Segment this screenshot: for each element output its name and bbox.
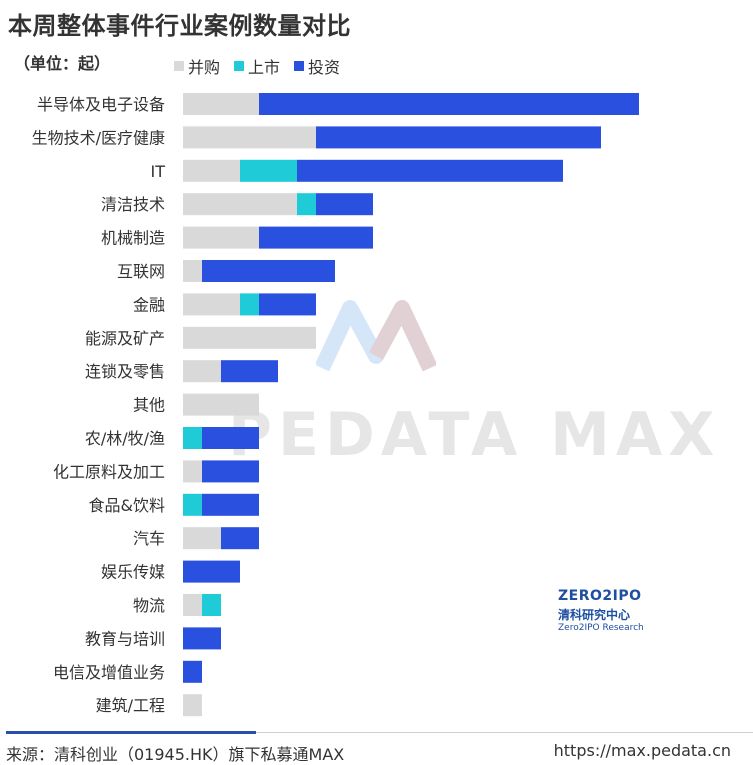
bar-segment-ipo <box>297 193 316 216</box>
bar-segment-investment <box>316 126 601 149</box>
bar-segment-ipo <box>240 159 297 182</box>
bar-segment-mna <box>183 193 297 216</box>
bar-segment-mna <box>183 126 316 149</box>
category-label: 半导体及电子设备 <box>37 95 165 114</box>
category-label: 机械制造 <box>101 229 165 248</box>
category-label: 能源及矿产 <box>85 329 165 348</box>
category-label: 农/林/牧/渔 <box>85 429 165 448</box>
legend-label-investment: 投资 <box>308 58 341 77</box>
bar-segment-mna <box>183 360 221 383</box>
legend: 并购 上市 投资 <box>174 54 340 78</box>
category-label: 物流 <box>133 596 165 615</box>
bar-segment-mna <box>183 393 259 416</box>
bar-segment-investment <box>221 527 259 550</box>
bar-segment-investment <box>221 360 278 383</box>
watermark-logo-icon <box>316 300 436 372</box>
legend-swatch-investment <box>294 61 305 71</box>
watermark-text: PEDATA MAX <box>228 400 721 470</box>
category-label: 化工原料及加工 <box>53 462 165 481</box>
brand-en-name: Zero2IPO Research <box>558 623 644 633</box>
category-label: 汽车 <box>133 529 165 548</box>
footer-divider <box>6 732 753 733</box>
bar-segment-investment <box>202 427 259 449</box>
bar-segment-investment <box>183 627 221 650</box>
category-label: 食品&饮料 <box>89 496 165 515</box>
bar-segment-investment <box>202 460 259 483</box>
source-note: 来源：清科创业（01945.HK）旗下私募通MAX <box>6 745 345 764</box>
bar-segment-mna <box>183 293 240 316</box>
bar-segment-ipo <box>202 594 221 616</box>
category-label: 其他 <box>133 396 165 415</box>
bar-segment-mna <box>183 694 202 717</box>
bar-segment-investment <box>183 660 202 683</box>
bar-segment-mna <box>183 326 316 349</box>
bar-segment-mna <box>183 93 259 115</box>
legend-label-ipo: 上市 <box>248 58 281 77</box>
bar-segment-ipo <box>240 293 259 316</box>
bar-segment-investment <box>297 159 563 182</box>
footer-accent-bar <box>6 731 256 734</box>
bar-segment-investment <box>259 226 373 249</box>
category-label: 金融 <box>133 295 165 314</box>
bar-segment-ipo <box>183 427 202 449</box>
bar-segment-mna <box>183 260 202 282</box>
category-label: 互联网 <box>117 262 165 281</box>
category-label: 建筑/工程 <box>96 696 165 715</box>
bar-segment-mna <box>183 226 259 249</box>
brand-logo: ZERO2IPO 清科研究中心 Zero2IPO Research <box>558 588 644 633</box>
chart-title: 本周整体事件行业案例数量对比 <box>8 12 351 40</box>
bar-segment-investment <box>259 93 639 115</box>
bar-segment-investment <box>259 293 316 316</box>
category-label: 清洁技术 <box>101 195 165 214</box>
bar-segment-investment <box>316 193 373 216</box>
unit-label: （单位：起） <box>14 54 111 73</box>
bar-segment-investment <box>202 493 259 516</box>
brand-cn-name: 清科研究中心 <box>558 608 631 622</box>
category-label: 教育与培训 <box>85 629 165 648</box>
legend-item-ipo: 上市 <box>234 54 280 78</box>
bar-segment-investment <box>183 560 240 583</box>
legend-item-mna: 并购 <box>174 54 220 78</box>
category-label: 连锁及零售 <box>85 362 165 381</box>
source-url[interactable]: https://max.pedata.cn <box>553 741 731 760</box>
legend-label-mna: 并购 <box>188 58 221 77</box>
category-label: 娱乐传媒 <box>101 563 165 582</box>
category-label: IT <box>151 162 166 181</box>
legend-item-investment: 投资 <box>294 54 340 78</box>
category-label: 电信及增值业务 <box>53 663 165 682</box>
legend-swatch-ipo <box>234 61 245 71</box>
bar-segment-mna <box>183 159 240 182</box>
bar-segment-ipo <box>183 493 202 516</box>
category-label: 生物技术/医疗健康 <box>32 128 165 147</box>
bar-segment-mna <box>183 594 202 616</box>
legend-swatch-mna <box>174 61 184 71</box>
bar-segment-mna <box>183 460 202 483</box>
bar-segment-investment <box>202 260 335 282</box>
brand-name: ZERO2IPO <box>558 588 642 604</box>
bar-segment-mna <box>183 527 221 550</box>
